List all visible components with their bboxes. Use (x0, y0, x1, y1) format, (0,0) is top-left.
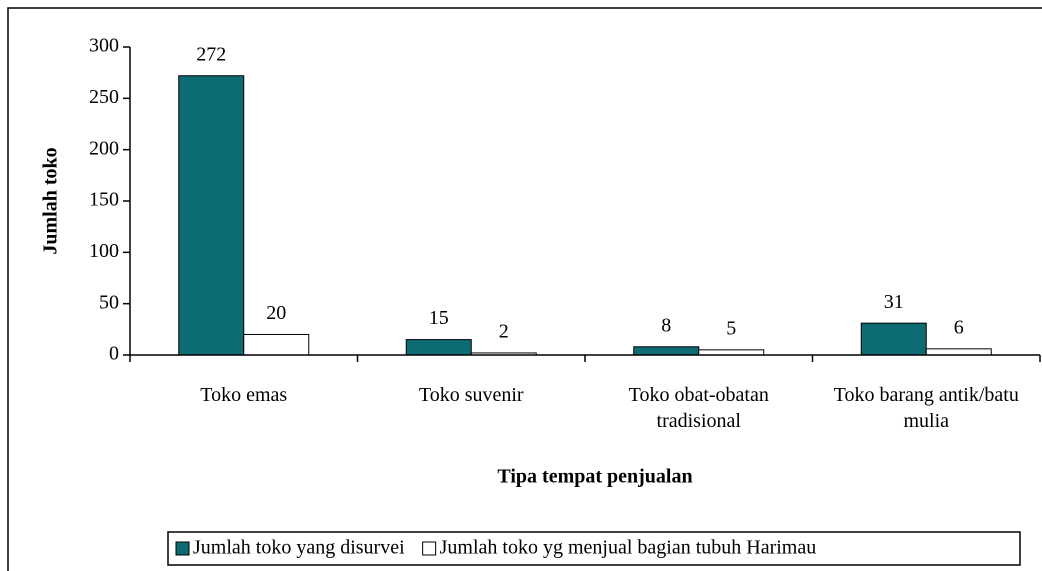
value-label: 8 (661, 314, 671, 336)
legend-box (167, 531, 1021, 566)
y-tick-label: 150 (89, 189, 119, 211)
legend-label: Jumlah toko yg menjual bagian tubuh Hari… (440, 537, 817, 559)
y-tick-label: 250 (89, 86, 119, 108)
y-tick-label: 200 (89, 137, 119, 159)
bar (698, 349, 765, 356)
value-label: 5 (726, 317, 736, 339)
value-label: 272 (196, 43, 226, 65)
legend-swatch (422, 541, 437, 556)
value-label: 20 (266, 302, 286, 324)
x-tick-label: Toko barang antik/batu mulia (833, 384, 1019, 432)
bar (860, 322, 927, 356)
x-axis-label: Tipa tempat penjualan (497, 466, 692, 488)
value-label: 2 (499, 321, 509, 343)
bar (243, 333, 310, 356)
y-axis-label: Jumlah toko (40, 147, 62, 254)
value-label: 31 (884, 291, 904, 313)
y-tick-label: 300 (89, 35, 119, 57)
x-tick-label: Toko emas (200, 384, 288, 406)
bar (405, 339, 472, 356)
value-label: 6 (954, 316, 964, 338)
y-tick-label: 50 (99, 291, 119, 313)
bar (633, 346, 700, 356)
legend-label: Jumlah toko yang disurvei (193, 537, 405, 559)
x-tick-label: Toko suvenir (418, 384, 524, 406)
y-tick-label: 0 (109, 343, 119, 365)
legend-swatch (175, 541, 190, 556)
value-label: 15 (429, 307, 449, 329)
y-tick-label: 100 (89, 240, 119, 262)
bar (925, 348, 992, 356)
x-tick-label: Toko obat-obatan tradisional (628, 384, 769, 432)
bar (178, 75, 245, 356)
chart-border (7, 7, 1042, 571)
